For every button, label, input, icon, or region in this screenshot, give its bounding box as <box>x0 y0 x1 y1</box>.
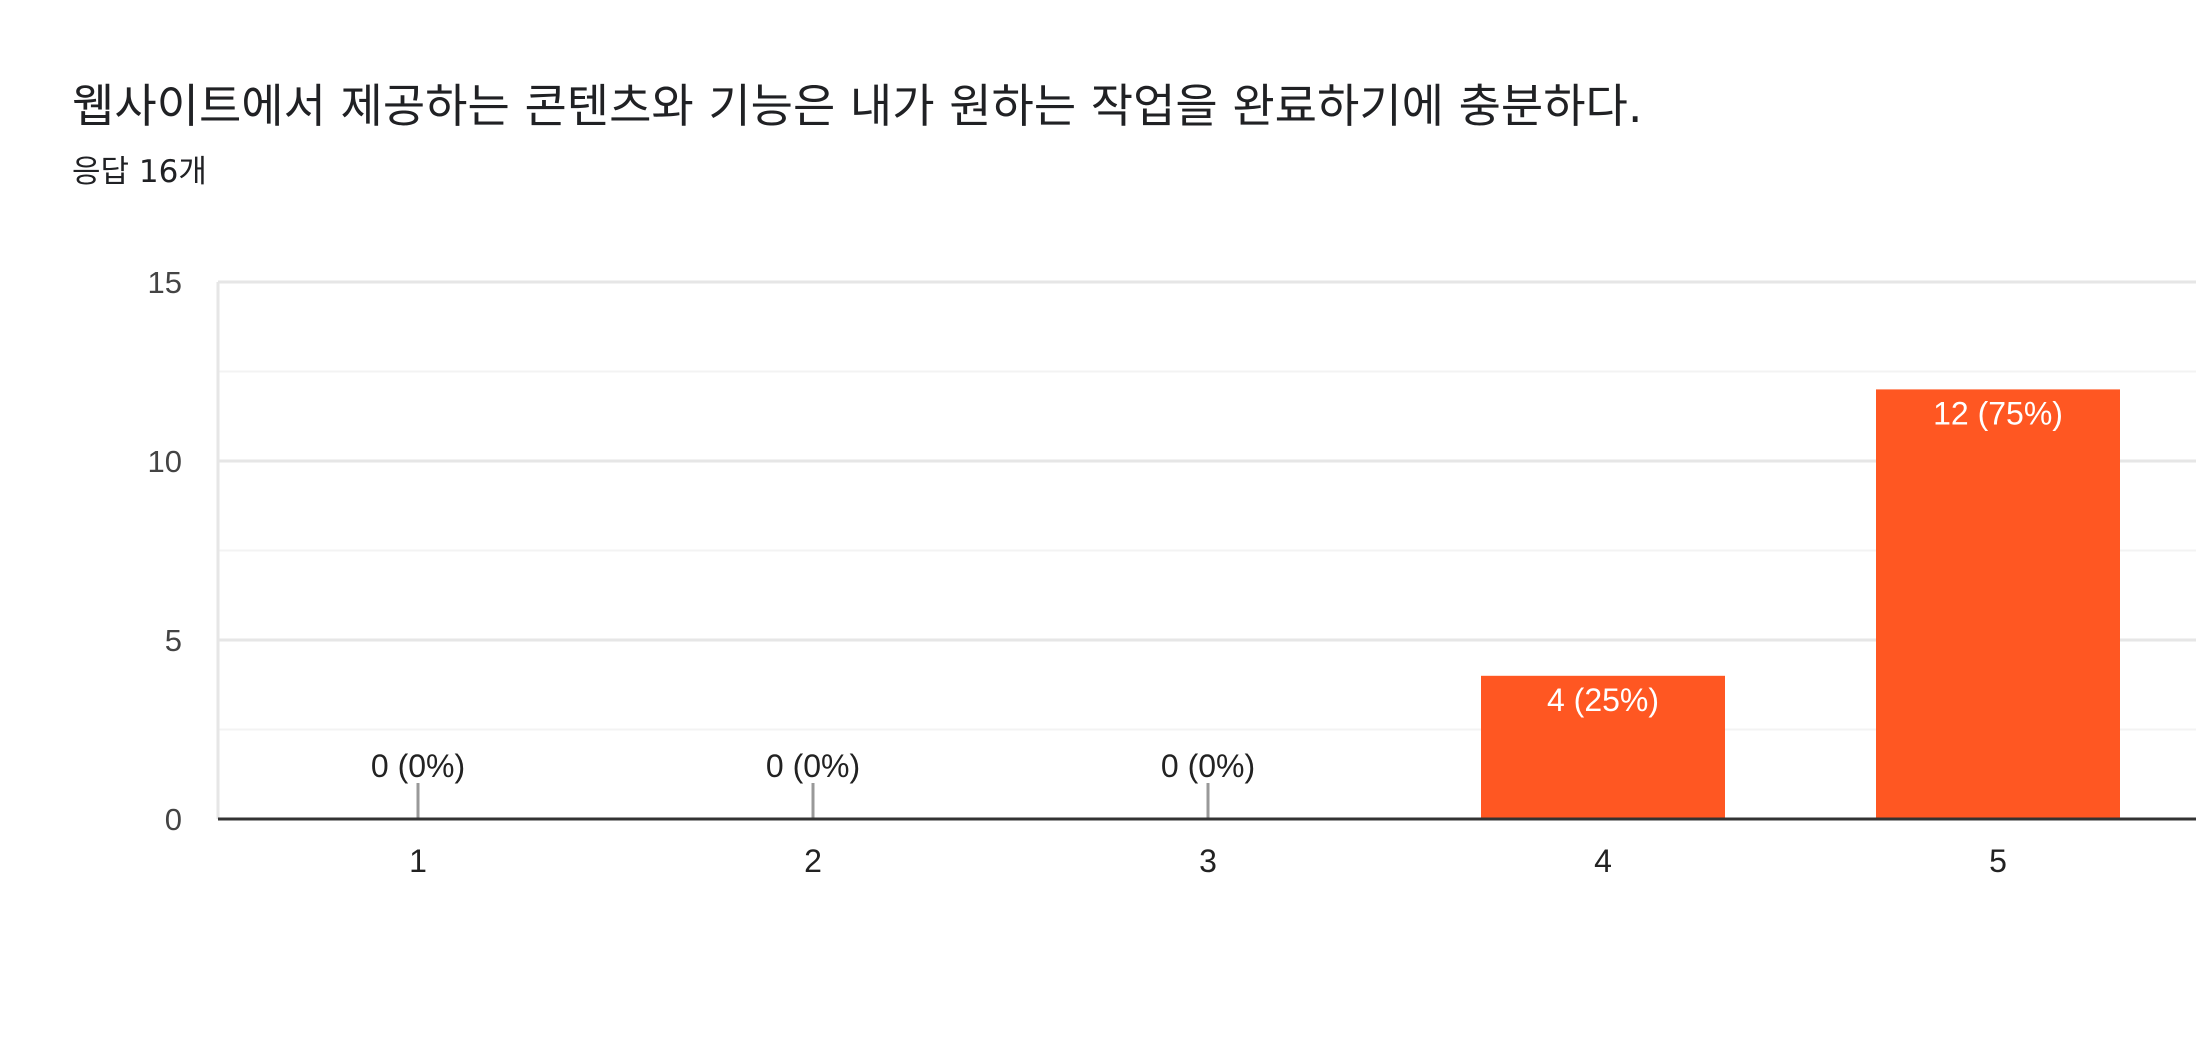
bar <box>1876 389 2120 819</box>
data-label: 0 (0%) <box>371 748 465 784</box>
response-count: 응답 16개 <box>72 154 207 190</box>
data-label: 0 (0%) <box>1161 748 1255 784</box>
y-tick-label: 10 <box>148 444 182 479</box>
data-label: 0 (0%) <box>766 748 860 784</box>
grid-lines <box>216 280 2196 819</box>
data-label: 4 (25%) <box>1547 682 1659 718</box>
y-tick-label: 15 <box>148 265 182 300</box>
data-label: 12 (75%) <box>1933 395 2063 431</box>
y-tick-label: 5 <box>165 623 182 658</box>
y-tick-label: 0 <box>165 802 182 837</box>
x-tick-label: 2 <box>804 843 822 879</box>
bars <box>416 389 2120 819</box>
x-tick-label: 3 <box>1199 843 1217 879</box>
chart-title: 웹사이트에서 제공하는 콘텐츠와 기능은 내가 원하는 작업을 완료하기에 충분… <box>72 79 1643 133</box>
labels: 0 5 10 15 0 (0%) 1 0 (0%) 2 0 (0%) 3 4 (25%) 4 12 (7… <box>148 265 2063 879</box>
bar <box>1481 675 1725 819</box>
x-tick-label: 5 <box>1989 843 2007 879</box>
x-tick-label: 1 <box>409 843 427 879</box>
x-tick-label: 4 <box>1594 843 1612 879</box>
